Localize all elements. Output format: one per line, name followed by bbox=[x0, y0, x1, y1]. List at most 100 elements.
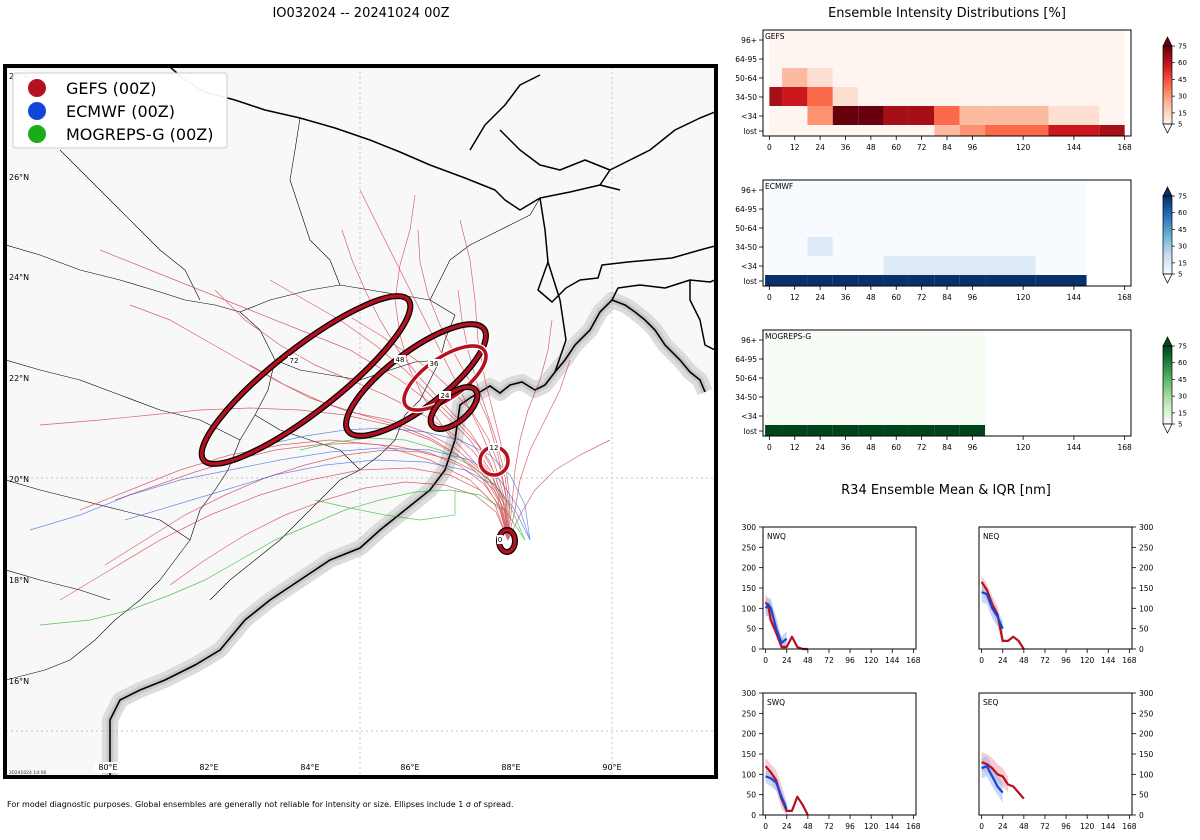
heatmap-xtick-label: 60 bbox=[891, 143, 901, 152]
heatmap-cell bbox=[883, 387, 909, 406]
heatmap-xtick-label: 0 bbox=[767, 293, 772, 302]
r34-xtick-label: 120 bbox=[1080, 822, 1095, 831]
lat-label-20: 20°N bbox=[9, 475, 29, 484]
lat-label-24: 24°N bbox=[9, 273, 29, 282]
heatmap-cell bbox=[908, 330, 935, 349]
r34-ytick-label: 250 bbox=[742, 543, 757, 552]
r34-ytick-label: 50 bbox=[746, 791, 756, 800]
colorbar-tick-label: 5 bbox=[1178, 421, 1182, 429]
heatmap-cell bbox=[765, 218, 783, 237]
r34-ytick-label: 200 bbox=[1139, 564, 1154, 573]
lon-label-86: 86°E bbox=[400, 763, 419, 772]
heatmap-panel-mogreps-g: MOGREPS-G 96+ 64-95 50-64 34-50 <34 lost 0 12 24 3… bbox=[735, 329, 1187, 452]
heatmap-xtick-label: 120 bbox=[1016, 143, 1031, 152]
heatmap-cell bbox=[782, 330, 808, 349]
heatmap-panel-gefs: GEFS 96+ 64-95 50-64 34-50 <34 lost 0 12 24 36 48 60… bbox=[735, 29, 1187, 152]
r34-ytick-label: 50 bbox=[746, 625, 756, 634]
heatmap-cell bbox=[1099, 30, 1125, 49]
heatmap-cell bbox=[883, 199, 909, 218]
lon-label-84: 84°E bbox=[300, 763, 319, 772]
heatmap-cell bbox=[985, 125, 1049, 136]
heatmap-cell bbox=[883, 218, 909, 237]
heatmap-xtick-label: 12 bbox=[790, 293, 800, 302]
heatmap-cell bbox=[769, 125, 783, 136]
heatmap-cell bbox=[934, 30, 960, 49]
heatmap-xtick-label: 72 bbox=[917, 143, 927, 152]
colorbar-tick-label: 45 bbox=[1178, 76, 1187, 84]
heatmap-xtick-label: 60 bbox=[891, 293, 901, 302]
r34-ytick-label: 0 bbox=[1139, 811, 1144, 820]
heatmap-cell bbox=[908, 125, 935, 136]
r34-mean-line bbox=[764, 603, 788, 645]
heatmap-xtick-label: 0 bbox=[767, 443, 772, 452]
heatmap-cell bbox=[858, 49, 884, 68]
heatmap-cell bbox=[934, 87, 960, 106]
heatmap-xtick-label: 120 bbox=[1016, 443, 1031, 452]
heatmap-cell bbox=[959, 180, 986, 199]
colorbar-extend-top bbox=[1162, 186, 1173, 197]
colorbar-extend-bottom bbox=[1162, 423, 1173, 434]
r34-xtick-label: 96 bbox=[845, 822, 855, 831]
r34-xtick-label: 96 bbox=[845, 656, 855, 665]
heatmap-cell bbox=[765, 387, 783, 406]
heatmap-cell bbox=[832, 406, 859, 425]
heatmap-cell bbox=[807, 237, 833, 256]
heatmap-cell bbox=[807, 106, 833, 125]
colorbar-tick-label: 5 bbox=[1178, 121, 1182, 129]
heatmap-cell bbox=[959, 256, 986, 275]
heatmap-cell bbox=[959, 106, 986, 125]
heatmap-cell bbox=[782, 49, 808, 68]
heatmap-cell bbox=[832, 49, 859, 68]
heatmap-cell bbox=[908, 387, 935, 406]
heatmap-cell bbox=[765, 406, 783, 425]
heatmap-cell bbox=[832, 180, 859, 199]
heatmap-cell bbox=[782, 387, 808, 406]
legend-marker-mogreps bbox=[28, 125, 46, 143]
heatmap-label: MOGREPS-G bbox=[765, 332, 811, 341]
heatmap-xtick-label: 12 bbox=[790, 443, 800, 452]
r34-xtick-label: 168 bbox=[906, 656, 921, 665]
heatmap-cell bbox=[807, 125, 833, 136]
r34-ytick-label: 300 bbox=[742, 689, 757, 698]
heatmap-cell bbox=[807, 49, 833, 68]
r34-ytick-label: 0 bbox=[751, 645, 756, 654]
r34-xtick-label: 0 bbox=[763, 656, 768, 665]
colorbar-tick-label: 30 bbox=[1178, 93, 1187, 101]
heatmap-cell bbox=[959, 349, 986, 368]
r34-xtick-label: 72 bbox=[824, 656, 834, 665]
heatmap-cell bbox=[832, 87, 859, 106]
lon-label-88: 88°E bbox=[501, 763, 520, 772]
heatmap-cell bbox=[934, 349, 960, 368]
heatmap-xtick-label: 24 bbox=[815, 443, 825, 452]
r34-plot-bg bbox=[763, 693, 916, 815]
heatmap-cell bbox=[934, 237, 960, 256]
heatmap-cell bbox=[832, 256, 859, 275]
ellipse-label-24: 24 bbox=[441, 392, 450, 400]
heatmap-cell bbox=[934, 368, 960, 387]
heatmap-cell bbox=[985, 30, 1049, 49]
map-gridlines bbox=[6, 67, 715, 776]
r34-xtick-label: 48 bbox=[1019, 822, 1029, 831]
r34-panel-label: SWQ bbox=[767, 698, 785, 707]
r34-xtick-label: 96 bbox=[1061, 656, 1071, 665]
heatmap-cell bbox=[934, 330, 960, 349]
r34-ytick-label: 250 bbox=[1139, 709, 1154, 718]
r34-ytick-label: 100 bbox=[1139, 604, 1154, 613]
r34-ytick-label: 50 bbox=[1139, 625, 1149, 634]
heatmap-xtick-label: 36 bbox=[841, 143, 851, 152]
r34-xtick-label: 144 bbox=[885, 656, 900, 665]
lon-labels: 80°E 82°E 84°E 86°E 88°E 90°E bbox=[94, 762, 622, 773]
r34-xtick-label: 24 bbox=[998, 822, 1008, 831]
heatmap-cell bbox=[1048, 125, 1100, 136]
heatmap-xtick-label: 12 bbox=[790, 143, 800, 152]
heatmap-cell bbox=[1035, 199, 1087, 218]
ellipse-label-72: 72 bbox=[290, 357, 299, 365]
mogreps-tracks bbox=[39, 437, 526, 626]
heatmap-cell bbox=[769, 49, 783, 68]
heatmap-ytick-label: 34-50 bbox=[735, 93, 757, 102]
heatmap-cell bbox=[782, 275, 808, 286]
ellipse-label-48: 48 bbox=[396, 356, 405, 364]
heatmap-cell bbox=[1035, 275, 1087, 286]
heatmap-xtick-label: 144 bbox=[1067, 443, 1082, 452]
heatmap-cell bbox=[959, 125, 986, 136]
